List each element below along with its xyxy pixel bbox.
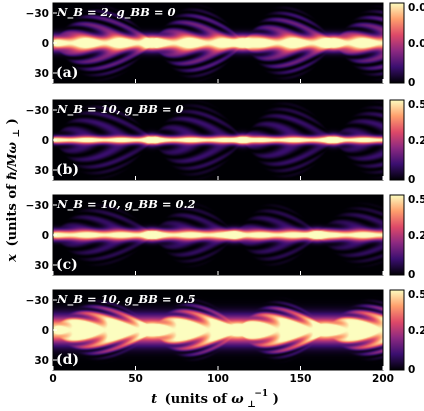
y-axis-unit: ħ/Mω <box>5 141 19 179</box>
x-axis-text: (units of <box>165 392 232 407</box>
colorbar-tick-label: 0.25 <box>408 325 424 337</box>
colorbar-tick-label: 0 <box>408 174 415 186</box>
y-tick-label: 30 <box>34 165 49 177</box>
y-axis-close: ) <box>5 118 20 124</box>
y-tick-label: −30 <box>26 105 49 117</box>
y-tick-label: 0 <box>42 230 49 242</box>
panel-title: N_B = 10, g_BB = 0.2 <box>56 197 196 212</box>
x-axis-close: ) <box>273 392 279 407</box>
y-tick-label: 30 <box>34 260 49 272</box>
panel-title: N_B = 10, g_BB = 0.5 <box>56 292 196 307</box>
y-tick-label: 0 <box>42 325 49 337</box>
colorbar-tick-label: 0.06 <box>408 2 424 14</box>
y-tick-label: −30 <box>26 295 49 307</box>
colorbar-tick-label: 0 <box>408 364 415 376</box>
colorbar-tick-label: 0.25 <box>408 135 424 147</box>
y-axis-symbol: x <box>5 254 20 263</box>
y-tick-label: 30 <box>34 68 49 80</box>
panel-a: −30 0 30 N_B = 2, g_BB = 0 (a) 0 0.03 0.06 <box>26 2 424 89</box>
colorbar-tick-label: 0.03 <box>408 38 424 50</box>
y-axis-label: x (units of ħ/Mω ⊥ ) <box>5 118 23 263</box>
colorbar-tick-label: 0.5 <box>408 289 424 301</box>
heatmap-image <box>53 290 383 370</box>
heatmap-image <box>53 195 383 275</box>
y-tick-label: −30 <box>26 8 49 20</box>
heatmap-image <box>53 100 383 180</box>
colorbar-tick-label: 0.5 <box>408 99 424 111</box>
panel-label: (a) <box>56 65 78 81</box>
x-tick-label: 50 <box>128 373 143 385</box>
colorbar-tick-label: 0 <box>408 77 415 89</box>
y-tick-label: 0 <box>42 135 49 147</box>
heatmap-image <box>53 3 383 83</box>
colorbar <box>389 2 405 84</box>
colorbar-tick-label: 0 <box>408 269 415 281</box>
panel-title: N_B = 2, g_BB = 0 <box>56 5 176 20</box>
y-tick-label: −30 <box>26 200 49 212</box>
panel-title: N_B = 10, g_BB = 0 <box>56 102 184 117</box>
x-tick-label: 200 <box>372 373 394 385</box>
colorbar <box>389 99 405 181</box>
colorbar <box>389 289 405 371</box>
svg-text:x (units of ħ/Mω: x (units of ħ/Mω ⊥ ) <box>5 118 23 263</box>
y-axis-text: (units of <box>5 180 20 247</box>
colorbar <box>389 194 405 276</box>
colorbar-tick-label: 0.5 <box>408 194 424 206</box>
y-tick-label: 30 <box>34 355 49 367</box>
colorbar-tick-label: 0.25 <box>408 230 424 242</box>
panel-c: −30 0 30 N_B = 10, g_BB = 0.2 (c) 0 0.25 0.5 <box>26 194 424 281</box>
x-axis-unit-sup: −1 <box>254 389 268 399</box>
x-tick-label: 0 <box>49 373 56 385</box>
x-axis-unit: ω <box>231 392 244 407</box>
panel-b: −30 0 30 N_B = 10, g_BB = 0 (b) 0 0.25 0.5 <box>26 99 424 186</box>
y-axis-unit-sub: ⊥ <box>12 129 22 138</box>
panel-d: −30 0 30 N_B = 10, g_BB = 0.5 (d) 0 0.25 0.5 <box>26 289 424 376</box>
x-axis-label: t (units of ω ⊥ −1 ) <box>151 385 279 411</box>
panel-label: (d) <box>56 352 79 368</box>
x-axis-symbol: t <box>151 392 157 407</box>
y-tick-label: 0 <box>42 38 49 50</box>
x-tick-label: 100 <box>207 373 229 385</box>
panel-label: (c) <box>56 257 78 273</box>
x-axis-unit-sub: ⊥ <box>247 400 256 410</box>
panel-label: (b) <box>56 162 79 178</box>
x-tick-label: 150 <box>290 373 312 385</box>
